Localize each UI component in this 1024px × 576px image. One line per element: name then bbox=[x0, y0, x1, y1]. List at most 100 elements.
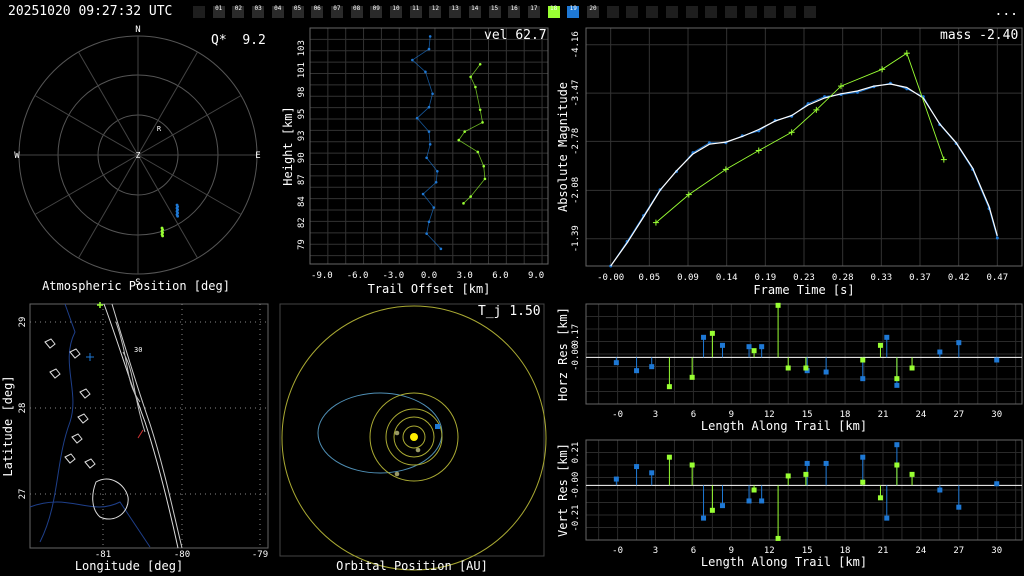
camera-slot[interactable] bbox=[724, 6, 737, 18]
residual-point bbox=[649, 364, 655, 370]
azimuth-spoke bbox=[137, 51, 198, 156]
camera-slot[interactable]: 20 bbox=[587, 5, 599, 18]
lake-outline bbox=[69, 348, 81, 359]
x-tick-label: 12 bbox=[764, 546, 775, 556]
magnitude-point bbox=[995, 236, 999, 240]
trail-point bbox=[439, 247, 443, 251]
x-tick-label: 6.0 bbox=[492, 271, 508, 281]
lake-outline bbox=[71, 433, 83, 444]
x-tick-label: -0.00 bbox=[597, 273, 624, 283]
residual-point bbox=[613, 476, 619, 482]
camera-slot[interactable] bbox=[685, 6, 698, 18]
lon-tick-label: -80 bbox=[174, 550, 190, 560]
residual-point bbox=[894, 382, 900, 388]
residual-point bbox=[804, 368, 810, 374]
camera-slot[interactable]: 09 bbox=[370, 5, 383, 18]
trail-point bbox=[411, 58, 414, 62]
sky-point-blue bbox=[176, 214, 180, 218]
camera-slot[interactable]: 08 bbox=[350, 5, 363, 18]
lat-tick-label: 28 bbox=[18, 403, 28, 414]
y-axis-label: Latitude [deg] bbox=[1, 375, 15, 476]
magnitude-point bbox=[652, 219, 659, 226]
camera-slot[interactable]: 12 bbox=[429, 5, 442, 18]
planet-marker bbox=[415, 447, 421, 453]
camera-slot-label: 04 bbox=[274, 5, 282, 12]
camera-slot[interactable] bbox=[626, 6, 639, 18]
x-tick-label: 18 bbox=[840, 546, 851, 556]
residual-point bbox=[775, 302, 781, 308]
lon-tick-label: -79 bbox=[252, 550, 268, 560]
trail-point bbox=[469, 195, 472, 198]
camera-slot[interactable]: 03 bbox=[252, 5, 265, 18]
camera-slot[interactable]: 16 bbox=[508, 5, 521, 18]
camera-slot-label: 09 bbox=[372, 5, 380, 12]
x-tick-label: 0.09 bbox=[677, 273, 699, 283]
camera-slot-label: 18 bbox=[549, 5, 558, 12]
overflow-menu-button[interactable]: ... bbox=[994, 4, 1018, 19]
y-tick-label: -3.47 bbox=[571, 80, 581, 107]
residual-point bbox=[860, 357, 866, 363]
camera-slot[interactable]: 14 bbox=[468, 5, 481, 18]
orbital-position-plot: Orbital Position [AU] bbox=[279, 303, 547, 573]
trail-point bbox=[478, 62, 482, 66]
x-tick-label: 0.05 bbox=[638, 273, 660, 283]
camera-slot[interactable] bbox=[705, 6, 718, 18]
x-tick-label: 0.47 bbox=[986, 273, 1008, 283]
camera-slot[interactable] bbox=[803, 6, 816, 18]
x-tick-label: 27 bbox=[953, 546, 964, 556]
radiant-marker: R bbox=[157, 125, 162, 133]
residual-point bbox=[823, 460, 829, 466]
x-axis-label: Frame Time [s] bbox=[753, 283, 854, 297]
x-tick-label: 21 bbox=[878, 546, 889, 556]
residual-point bbox=[746, 498, 752, 504]
residual-point bbox=[860, 479, 866, 485]
inner-lat-label: 30 bbox=[134, 346, 142, 354]
camera-slot-label: 06 bbox=[313, 5, 321, 12]
camera-slot[interactable] bbox=[606, 6, 619, 18]
atmospheric-xlabel: Atmospheric Position [deg] bbox=[42, 279, 230, 293]
trail-point bbox=[427, 130, 431, 133]
y-tick-label: 98 bbox=[297, 87, 307, 98]
x-axis-label: Trail Offset [km] bbox=[368, 282, 491, 296]
camera-slot[interactable]: 05 bbox=[291, 5, 304, 18]
county-border bbox=[39, 303, 76, 543]
camera-slot[interactable] bbox=[193, 6, 205, 18]
camera-slot[interactable]: 07 bbox=[330, 5, 343, 18]
camera-slot[interactable] bbox=[784, 6, 796, 18]
ground-map-plot: 30 -81 -80 -79 29 28 27 Longitude [deg] Latitude… bbox=[1, 302, 269, 573]
x-tick-label: 0.23 bbox=[793, 273, 815, 283]
camera-slot[interactable]: 02 bbox=[232, 5, 245, 18]
magnitude-point bbox=[755, 147, 762, 154]
y-tick-label: 103 bbox=[297, 40, 307, 56]
camera-slot[interactable]: 06 bbox=[311, 5, 324, 18]
y-axis-label: Horz Res [km] bbox=[556, 307, 570, 401]
residual-point bbox=[804, 460, 810, 466]
camera-slot[interactable]: 04 bbox=[271, 5, 284, 18]
camera-slot[interactable]: 13 bbox=[449, 5, 462, 18]
azimuth-spoke bbox=[137, 154, 242, 215]
camera-slot[interactable] bbox=[646, 6, 659, 18]
camera-slot[interactable]: 17 bbox=[527, 5, 540, 18]
camera-slot[interactable]: 19 bbox=[567, 5, 580, 18]
lat-tick-label: 27 bbox=[18, 489, 28, 500]
camera-slot[interactable]: 01 bbox=[212, 5, 225, 18]
camera-slot[interactable] bbox=[744, 6, 757, 18]
camera-slot[interactable] bbox=[764, 6, 777, 18]
lake-outline bbox=[64, 453, 76, 464]
trail-point bbox=[432, 206, 436, 209]
camera-slot[interactable]: 18 bbox=[547, 5, 560, 18]
residual-point bbox=[877, 342, 883, 348]
x-tick-label: 30 bbox=[991, 410, 1002, 420]
y-tick-label: -0.00 bbox=[571, 472, 581, 499]
residual-point bbox=[634, 464, 640, 470]
camera-slot[interactable]: 15 bbox=[488, 5, 501, 18]
residual-point bbox=[613, 360, 619, 366]
x-axis-label: Length Along Trail [km] bbox=[701, 555, 867, 569]
x-tick-label: 12 bbox=[764, 410, 775, 420]
planet-orbit bbox=[402, 425, 426, 449]
camera-slot[interactable] bbox=[665, 6, 678, 18]
planet-orbit bbox=[393, 416, 435, 458]
x-tick-label: 0.42 bbox=[948, 273, 970, 283]
camera-slot[interactable]: 10 bbox=[390, 5, 402, 18]
camera-slot[interactable]: 11 bbox=[409, 5, 422, 18]
